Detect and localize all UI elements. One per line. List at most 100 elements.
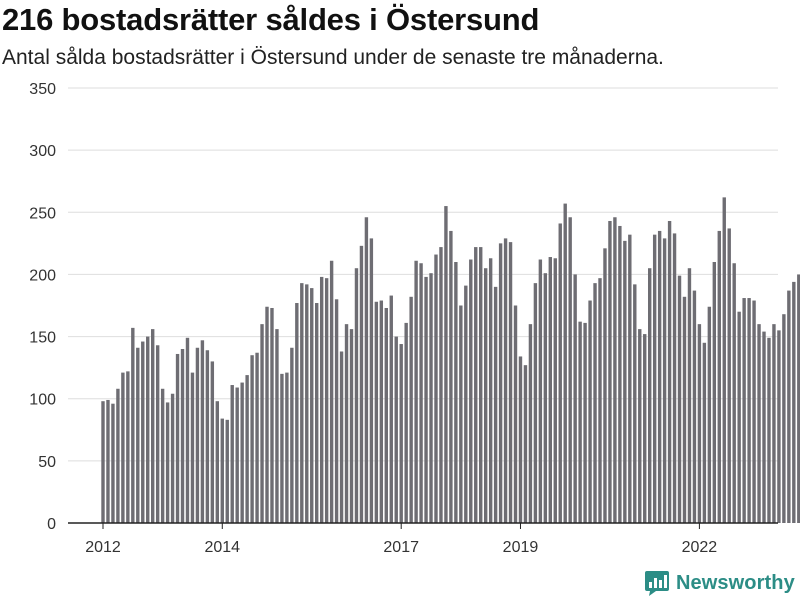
- bar: [215, 401, 220, 523]
- bar: [449, 230, 453, 523]
- bar: [623, 240, 627, 523]
- bar: [662, 238, 667, 523]
- y-tick-label: 50: [38, 454, 56, 471]
- bar: [160, 388, 165, 523]
- bar: [260, 324, 264, 523]
- y-tick-label: 150: [29, 330, 56, 347]
- newsworthy-logo-icon: [645, 571, 669, 596]
- bar: [265, 306, 269, 523]
- bar: [106, 399, 110, 523]
- bar: [503, 238, 508, 523]
- bar: [190, 372, 195, 523]
- bar: [483, 268, 488, 523]
- bar: [175, 353, 180, 523]
- x-tick-label: 2022: [682, 539, 718, 556]
- bar: [116, 388, 120, 523]
- bar: [329, 260, 334, 523]
- bar: [583, 322, 587, 523]
- bar: [538, 259, 543, 523]
- bar: [787, 290, 791, 523]
- bar: [131, 327, 135, 523]
- y-tick-label: 250: [29, 205, 56, 222]
- bar: [464, 285, 468, 523]
- bar: [469, 259, 473, 523]
- bar: [628, 234, 632, 523]
- y-tick-label: 350: [29, 81, 56, 98]
- bar: [648, 268, 652, 523]
- bar: [235, 387, 239, 523]
- bar: [180, 349, 185, 523]
- brand-name: Newsworthy: [676, 571, 795, 594]
- bar: [354, 268, 359, 523]
- bar: [777, 330, 781, 523]
- bar: [643, 334, 647, 523]
- bar: [399, 344, 403, 523]
- bar: [250, 355, 254, 523]
- bar: [633, 284, 637, 523]
- bar: [339, 351, 344, 523]
- bar: [474, 247, 478, 523]
- y-tick-label: 200: [29, 267, 56, 284]
- bar: [707, 306, 712, 523]
- bar: [543, 273, 548, 523]
- bar: [111, 403, 115, 523]
- bar: [762, 331, 766, 523]
- bar: [220, 418, 224, 523]
- x-tick-label: 2012: [85, 539, 121, 556]
- bar: [603, 248, 607, 523]
- bar: [568, 217, 572, 523]
- bar: [692, 290, 697, 523]
- bar: [737, 311, 741, 523]
- bar: [205, 350, 210, 523]
- bar: [270, 307, 274, 523]
- chart-title: 216 bostadsrätter såldes i Östersund: [2, 2, 540, 37]
- bar: [493, 286, 498, 523]
- bar: [155, 345, 160, 523]
- bar: [394, 336, 398, 523]
- bar: [315, 303, 319, 523]
- bar: [732, 263, 736, 523]
- bar: [444, 206, 448, 523]
- bar: [553, 258, 557, 523]
- bar: [404, 322, 408, 523]
- bar: [618, 225, 622, 523]
- bar: [752, 300, 756, 523]
- bar: [151, 329, 155, 523]
- x-tick-label: 2014: [204, 539, 240, 556]
- bar: [608, 220, 612, 524]
- bar: [324, 278, 329, 523]
- bar: [185, 337, 190, 523]
- bar: [757, 324, 761, 523]
- bar: [573, 274, 577, 523]
- bar: [280, 373, 284, 523]
- bar: [488, 258, 493, 523]
- newsworthy-brand: Newsworthy: [644, 569, 795, 597]
- bar: [518, 356, 523, 523]
- bar: [598, 278, 602, 523]
- bar: [667, 220, 672, 524]
- bar: [379, 300, 384, 523]
- bar: [747, 298, 751, 523]
- bar: [742, 298, 746, 523]
- bar: [195, 347, 200, 523]
- bar: [349, 329, 354, 523]
- bar: [513, 305, 518, 523]
- bar: [290, 347, 294, 523]
- bar: [424, 276, 428, 523]
- bar: [245, 375, 249, 523]
- bar: [414, 260, 418, 523]
- bar: [165, 402, 170, 523]
- bar: [657, 230, 662, 523]
- bar: [672, 233, 677, 523]
- bar: [702, 342, 707, 523]
- bar: [727, 228, 731, 523]
- bar: [364, 217, 369, 523]
- bar: [275, 329, 279, 523]
- bar: [374, 301, 379, 523]
- bar: [310, 288, 314, 523]
- bar: [528, 324, 533, 523]
- bar: [210, 361, 215, 523]
- bar: [697, 324, 702, 523]
- bar: [479, 247, 483, 523]
